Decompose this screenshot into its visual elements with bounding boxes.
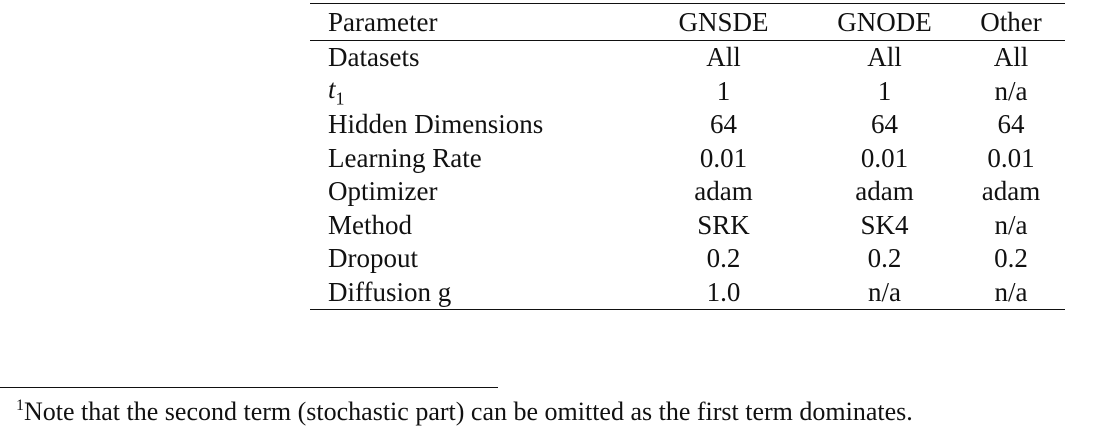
cell-gnsde: 1.0: [706, 276, 741, 307]
table-row: Optimizer adam adam adam: [310, 175, 1065, 209]
cell-gnsde: 1: [716, 75, 731, 106]
table-row: t1 1 1 n/a: [310, 75, 1065, 109]
cell-gnode: 1: [877, 75, 892, 106]
row-label: Diffusion g: [328, 276, 452, 307]
cell-other: n/a: [994, 276, 1028, 307]
cell-other: 64: [997, 109, 1025, 140]
table-row: Datasets All All All: [310, 41, 1065, 75]
cell-other: n/a: [994, 75, 1028, 106]
cell-gnsde: adam: [694, 176, 753, 207]
table-row: Dropout 0.2 0.2 0.2: [310, 242, 1065, 276]
table-row: Diffusion g 1.0 n/a n/a: [310, 276, 1065, 310]
cell-other: All: [993, 42, 1029, 73]
cell-gnode: 0.01: [860, 142, 909, 173]
row-label: Dropout: [328, 243, 418, 274]
cell-other: adam: [981, 176, 1041, 207]
header-other: Other: [980, 6, 1042, 37]
cell-gnode: SK4: [860, 209, 909, 240]
cell-gnode: All: [867, 42, 902, 73]
table-header-row: Parameter GNSDE GNODE Other: [310, 4, 1065, 41]
footnote: 1Note that the second term (stochastic p…: [16, 397, 913, 427]
cell-gnsde: 0.2: [706, 243, 741, 274]
header-gnsde: GNSDE: [678, 6, 769, 37]
cell-gnode: n/a: [868, 276, 901, 307]
header-parameter: Parameter: [328, 6, 438, 37]
cell-gnode: 64: [871, 109, 898, 140]
row-label: Learning Rate: [328, 142, 482, 173]
cell-gnsde: All: [706, 42, 741, 73]
cell-gnode: adam: [855, 176, 914, 207]
parameter-table: Parameter GNSDE GNODE Other Datasets All A…: [310, 3, 1065, 310]
header-gnode: GNODE: [837, 6, 932, 37]
cell-gnsde: 0.01: [699, 142, 748, 173]
row-label: Datasets: [328, 42, 420, 73]
cell-gnode: 0.2: [867, 243, 902, 274]
row-label: Method: [328, 209, 412, 240]
table-row: Hidden Dimensions 64 64 64: [310, 108, 1065, 142]
cell-other: n/a: [994, 209, 1028, 240]
cell-other: 0.01: [987, 142, 1035, 173]
footnote-marker: 1: [16, 397, 24, 414]
footnote-rule: [0, 387, 498, 388]
table-row: Method SRK SK4 n/a: [310, 209, 1065, 243]
footnote-text: Note that the second term (stochastic pa…: [24, 397, 913, 426]
table-row: Learning Rate 0.01 0.01 0.01: [310, 142, 1065, 176]
row-label: Hidden Dimensions: [328, 109, 544, 140]
row-label: t1: [328, 73, 345, 108]
cell-gnsde: 64: [710, 109, 737, 140]
cell-other: 0.2: [994, 243, 1028, 274]
table-body: Datasets All All All t1 1 1 n/a Hidden Dimension…: [310, 41, 1065, 309]
cell-gnsde: SRK: [697, 209, 750, 240]
row-label: Optimizer: [328, 176, 438, 207]
